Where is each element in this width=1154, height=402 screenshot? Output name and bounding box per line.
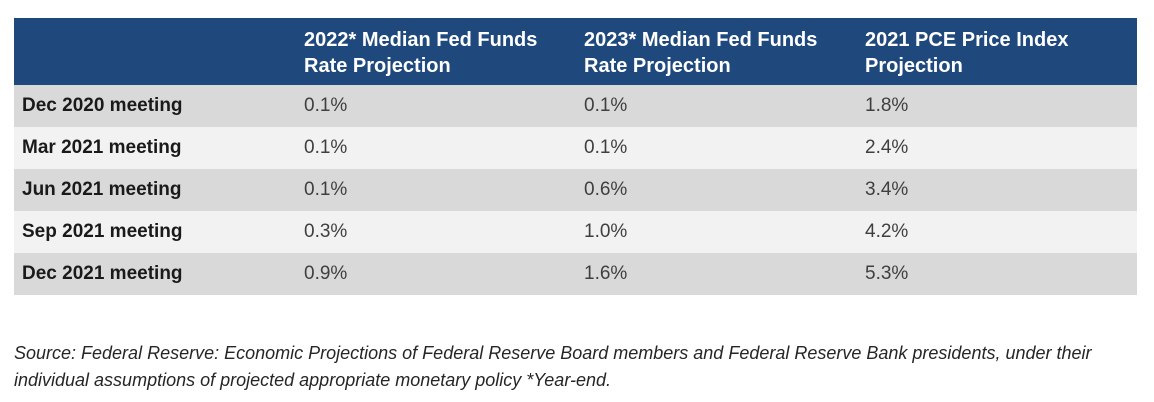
cell-2023-rate: 0.1% — [584, 95, 628, 116]
table-body: Dec 2020 meeting 0.1% 0.1% 1.8% Mar 2021… — [14, 85, 1137, 295]
cell-2023-rate: 1.6% — [584, 263, 628, 284]
cell-2023-rate: 1.0% — [584, 221, 628, 242]
header-row: 2022* Median Fed Funds Rate Projection 2… — [14, 18, 1137, 85]
cell-2021-pce: 1.8% — [865, 95, 909, 116]
row-label: Sep 2021 meeting — [22, 221, 183, 242]
cell-2021-pce: 5.3% — [865, 263, 909, 284]
source-note: Source: Federal Reserve: Economic Projec… — [14, 343, 1092, 390]
cell-2022-rate: 0.1% — [304, 179, 348, 200]
table-row: Sep 2021 meeting 0.3% 1.0% 4.2% — [14, 211, 1137, 253]
row-label: Mar 2021 meeting — [22, 137, 182, 158]
table-row: Mar 2021 meeting 0.1% 0.1% 2.4% — [14, 127, 1137, 169]
cell-2021-pce: 2.4% — [865, 137, 909, 158]
cell-2022-rate: 0.3% — [304, 221, 348, 242]
table-row: Dec 2020 meeting 0.1% 0.1% 1.8% — [14, 85, 1137, 127]
cell-2022-rate: 0.1% — [304, 95, 348, 116]
row-label: Jun 2021 meeting — [22, 179, 182, 200]
header-cell-2022-rate: 2022* Median Fed Funds Rate Projection — [304, 28, 538, 77]
cell-2021-pce: 4.2% — [865, 221, 909, 242]
cell-2022-rate: 0.1% — [304, 137, 348, 158]
table-row: Jun 2021 meeting 0.1% 0.6% 3.4% — [14, 169, 1137, 211]
header-cell-2021-pce: 2021 PCE Price Index Projection — [865, 28, 1069, 77]
fed-projections-table: 2022* Median Fed Funds Rate Projection 2… — [14, 18, 1137, 295]
cell-2022-rate: 0.9% — [304, 263, 348, 284]
table-row: Dec 2021 meeting 0.9% 1.6% 5.3% — [14, 253, 1137, 295]
projections-table-container: 2022* Median Fed Funds Rate Projection 2… — [14, 18, 1137, 295]
header-cell-meeting — [14, 18, 290, 85]
row-label: Dec 2021 meeting — [22, 263, 183, 284]
table-header: 2022* Median Fed Funds Rate Projection 2… — [14, 18, 1137, 85]
row-label: Dec 2020 meeting — [22, 95, 183, 116]
cell-2023-rate: 0.1% — [584, 137, 628, 158]
cell-2021-pce: 3.4% — [865, 179, 909, 200]
header-cell-2023-rate: 2023* Median Fed Funds Rate Projection — [584, 28, 818, 77]
cell-2023-rate: 0.6% — [584, 179, 628, 200]
